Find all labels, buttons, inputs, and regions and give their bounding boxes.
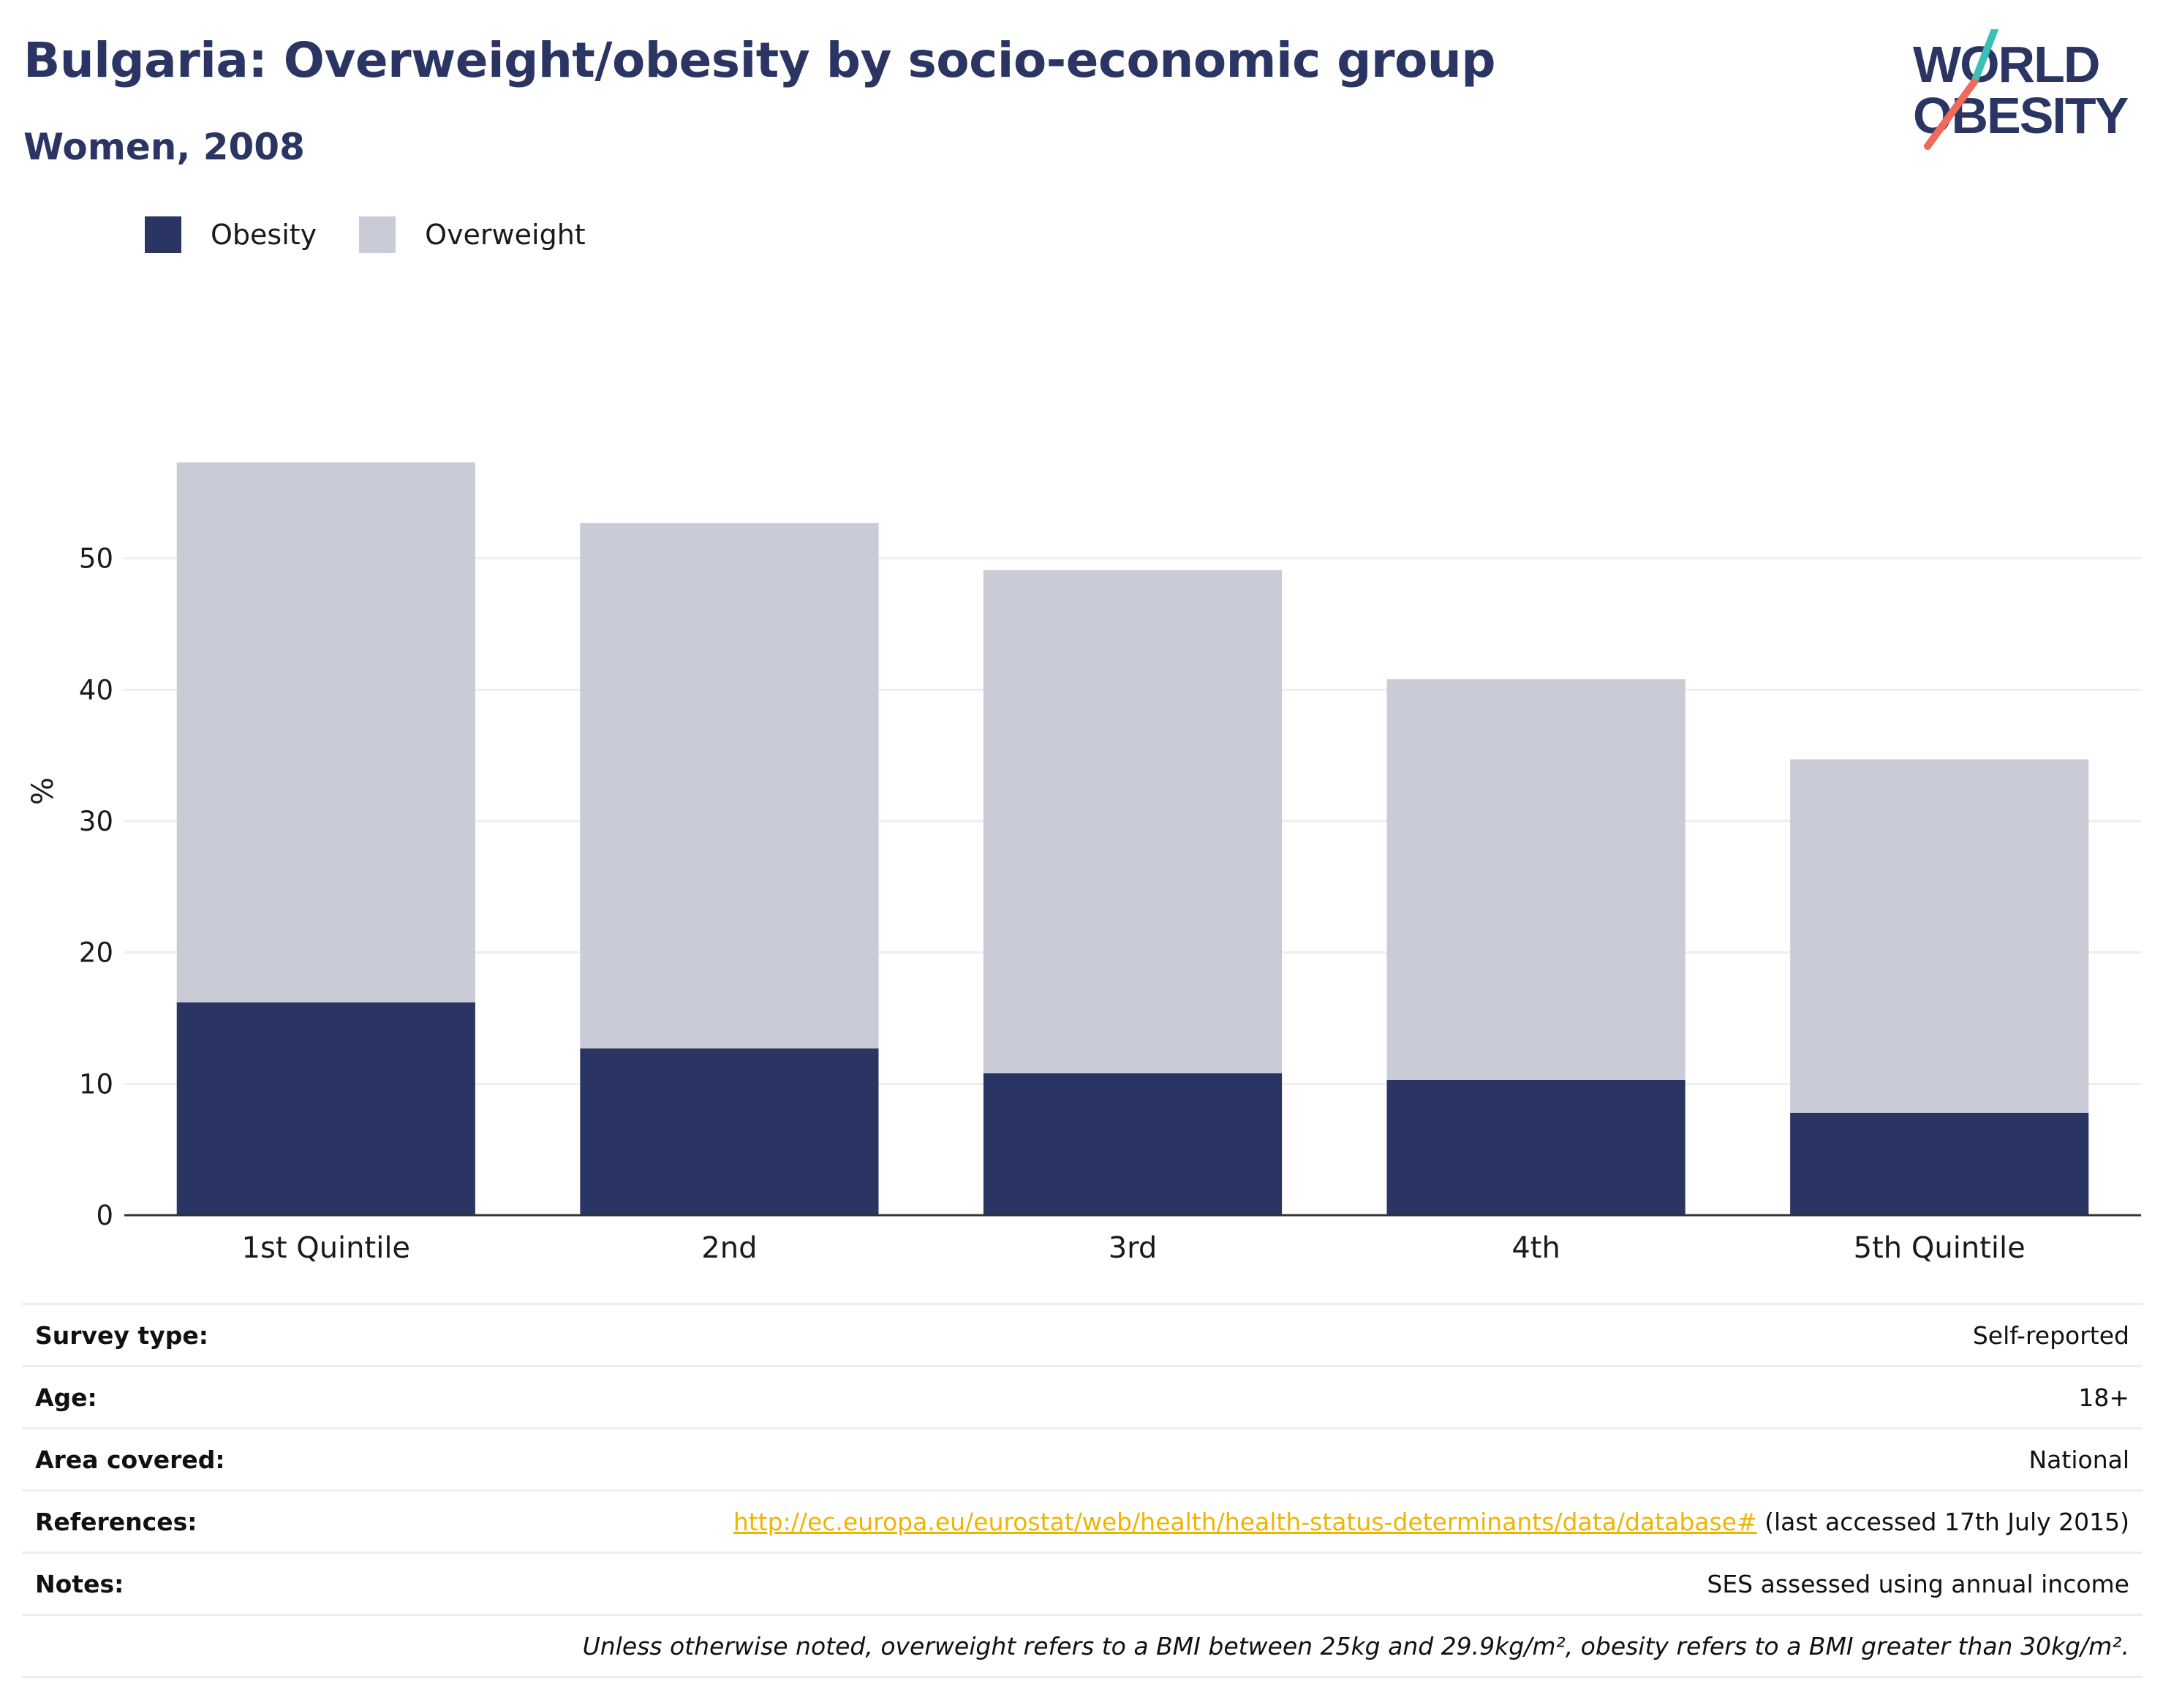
bar-overweight — [1790, 759, 2089, 1113]
legend-label-obesity: Obesity — [211, 219, 317, 251]
x-tick-label: 4th — [1511, 1231, 1560, 1265]
world-obesity-logo: WORLD OBESITY — [1913, 29, 2130, 150]
y-axis-label: % — [26, 777, 60, 805]
meta-row-area: Area covered: National — [22, 1427, 2143, 1489]
meta-value-survey-type: Self-reported — [1972, 1320, 2129, 1350]
meta-row-references: References: http://ec.europa.eu/eurostat… — [22, 1489, 2143, 1552]
bar-obesity — [176, 1002, 475, 1215]
meta-key-survey-type: Survey type: — [35, 1320, 208, 1350]
meta-value-notes: SES assessed using annual income — [1707, 1569, 2129, 1598]
meta-value-references: http://ec.europa.eu/eurostat/web/health/… — [733, 1508, 2143, 1536]
references-accessed: (last accessed 17th July 2015) — [1764, 1507, 2129, 1536]
y-tick-label: 10 — [79, 1068, 113, 1100]
y-tick-label: 30 — [79, 806, 113, 837]
x-tick-label: 5th Quintile — [1854, 1231, 2026, 1265]
meta-row-age: Age: 18+ — [22, 1365, 2143, 1427]
legend-swatch-obesity — [145, 216, 181, 253]
bar-obesity — [983, 1073, 1283, 1215]
logo-slash-teal — [1971, 29, 1998, 86]
meta-row-definition: Unless otherwise noted, overweight refer… — [22, 1614, 2143, 1678]
meta-value-age: 18+ — [2078, 1383, 2129, 1412]
meta-key-notes: Notes: — [35, 1569, 124, 1598]
legend-label-overweight: Overweight — [425, 219, 586, 251]
y-tick-label: 0 — [96, 1200, 113, 1231]
stacked-bar-chart: 0 10 20 30 40 50% 1st Quintile 2nd 3rd 4th 5th Qui… — [26, 462, 2141, 1265]
chart-legend: Obesity Overweight — [145, 216, 628, 253]
meta-row-notes: Notes: SES assessed using annual income — [22, 1552, 2143, 1614]
logo-line-obesity: OBESITY — [1913, 87, 2129, 144]
y-tick-label: 20 — [79, 937, 113, 969]
references-link[interactable]: http://ec.europa.eu/eurostat/web/health/… — [733, 1507, 1757, 1536]
bar-overweight — [1386, 679, 1686, 1080]
meta-key-area: Area covered: — [35, 1445, 225, 1474]
bmi-definition-note: Unless otherwise noted, overweight refer… — [582, 1631, 2129, 1660]
meta-key-references: References: — [35, 1507, 197, 1536]
meta-key-age: Age: — [35, 1383, 97, 1412]
legend-item-obesity[interactable]: Obesity — [145, 216, 317, 253]
bar-overweight — [176, 462, 475, 1002]
chart-subtitle: Women, 2008 — [23, 126, 305, 168]
meta-row-survey-type: Survey type: Self-reported — [22, 1303, 2143, 1365]
metadata-table: Survey type: Self-reported Age: 18+ Area… — [22, 1303, 2143, 1678]
logo-slash-coral — [1924, 78, 1978, 150]
chart-title: Bulgaria: Overweight/obesity by socio-ec… — [23, 32, 1496, 88]
bar-obesity — [1790, 1112, 2089, 1215]
bar-obesity — [580, 1048, 879, 1215]
x-tick-label: 2nd — [701, 1231, 757, 1265]
y-tick-label: 50 — [79, 543, 113, 575]
legend-swatch-overweight — [359, 216, 396, 253]
bar-obesity — [1386, 1079, 1686, 1215]
bar-overweight — [983, 570, 1283, 1073]
meta-value-area: National — [2028, 1445, 2129, 1474]
x-tick-label: 1st Quintile — [242, 1231, 411, 1265]
x-tick-label: 3rd — [1109, 1231, 1158, 1265]
logo-line-world: WORLD — [1913, 36, 2099, 93]
y-tick-label: 40 — [79, 674, 113, 706]
bar-overweight — [580, 523, 879, 1048]
legend-item-overweight[interactable]: Overweight — [359, 216, 586, 253]
